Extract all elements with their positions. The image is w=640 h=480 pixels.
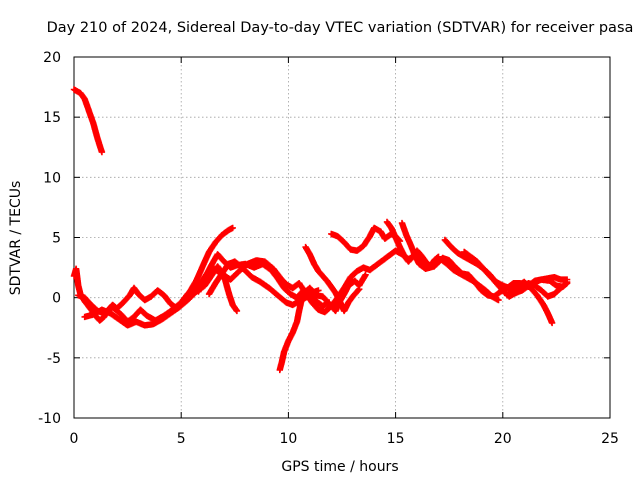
tick-labels: 0 5 10 15 20 25 -10 -5 0 5 10 15 20 <box>38 50 619 447</box>
y-tick-label: 0 <box>52 291 61 307</box>
x-tick-label: 20 <box>494 431 512 447</box>
series-markers <box>70 86 106 156</box>
series-arc-1 <box>70 86 106 156</box>
series-arc-13 <box>461 248 571 297</box>
x-tick-label: 25 <box>601 431 619 447</box>
series-arc-14 <box>503 278 556 327</box>
x-tick-label: 10 <box>279 431 297 447</box>
series-markers <box>461 248 571 297</box>
y-tick-label: -5 <box>47 351 61 367</box>
x-tick-label: 15 <box>387 431 405 447</box>
chart-title: Day 210 of 2024, Sidereal Day-to-day VTE… <box>47 20 634 36</box>
x-axis-label: GPS time / hours <box>281 459 398 475</box>
x-tick-label: 5 <box>177 431 186 447</box>
series-markers <box>276 271 369 374</box>
y-tick-label: 20 <box>43 50 61 66</box>
series-markers <box>503 278 556 327</box>
y-tick-label: 15 <box>43 110 61 126</box>
series-markers <box>302 243 363 315</box>
series-arc-10 <box>383 218 442 270</box>
x-tick-label: 0 <box>70 431 79 447</box>
y-tick-label: 10 <box>43 170 61 186</box>
y-tick-label: 5 <box>52 231 61 247</box>
series-arc-8 <box>302 243 363 315</box>
series-arc-7 <box>276 271 369 374</box>
y-tick-label: -10 <box>38 411 61 427</box>
y-axis-label: SDTVAR / TECUs <box>8 181 24 296</box>
axis-ticks <box>73 56 611 419</box>
series-markers <box>383 218 442 270</box>
data-series <box>70 86 571 374</box>
